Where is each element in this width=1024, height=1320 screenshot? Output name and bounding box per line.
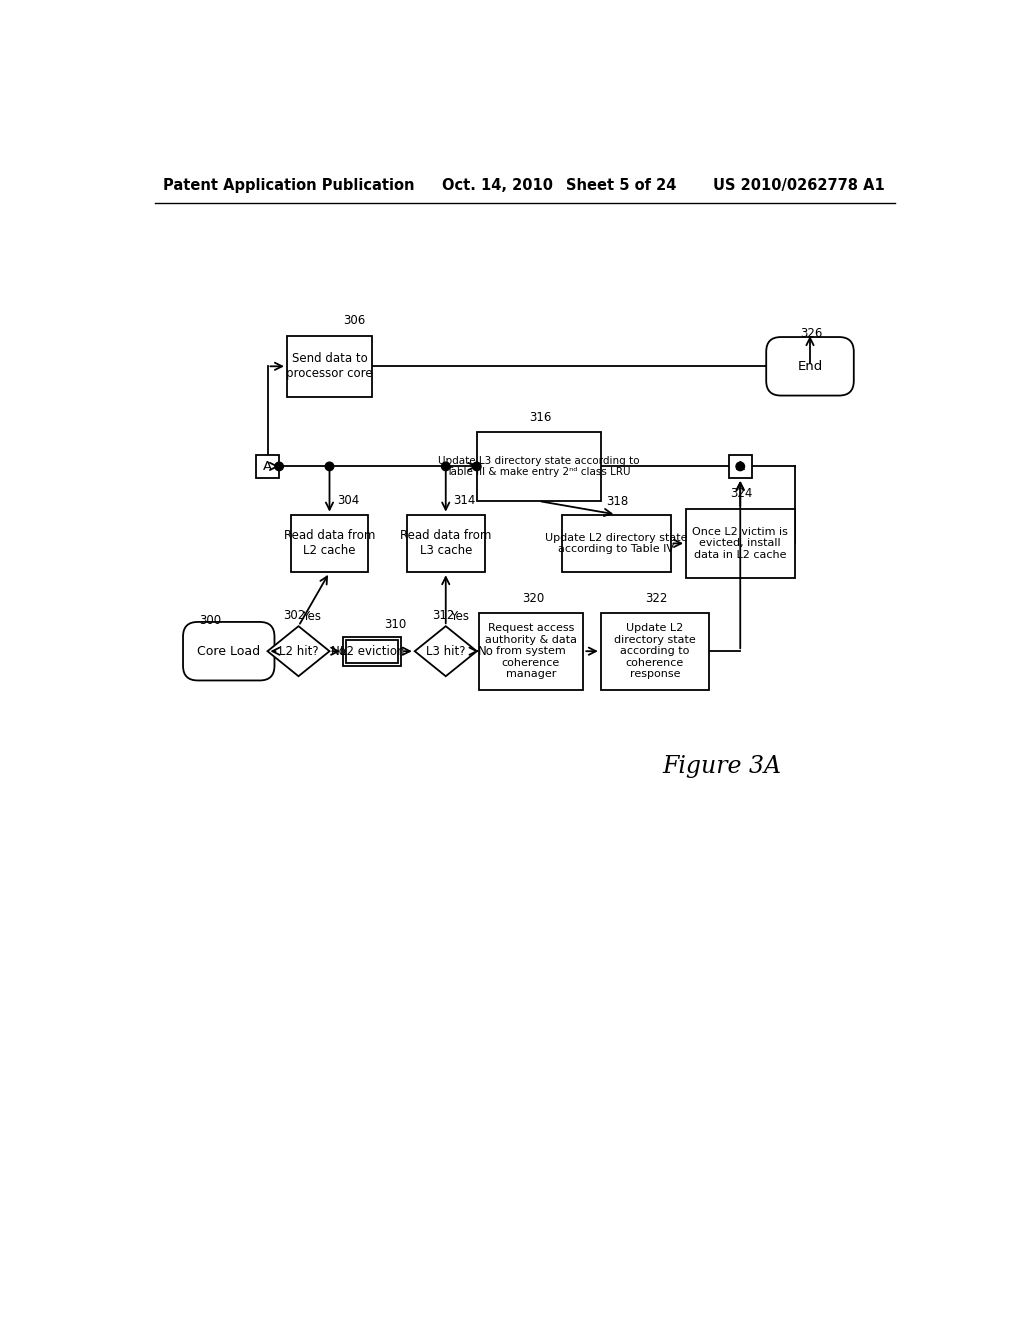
Text: Core Load: Core Load <box>198 644 260 657</box>
FancyBboxPatch shape <box>562 515 671 573</box>
Text: 326: 326 <box>801 327 822 341</box>
Circle shape <box>736 462 744 471</box>
Text: Once L2 victim is
evicted, install
data in L2 cache: Once L2 victim is evicted, install data … <box>692 527 788 560</box>
Text: Read data from
L3 cache: Read data from L3 cache <box>400 529 492 557</box>
Text: 300: 300 <box>200 614 221 627</box>
Circle shape <box>441 462 450 471</box>
Circle shape <box>274 462 284 471</box>
FancyBboxPatch shape <box>478 612 584 689</box>
FancyBboxPatch shape <box>343 636 401 665</box>
Polygon shape <box>267 626 330 676</box>
Text: Update L3 directory state according to
Table III & make entry 2ⁿᵈ class LRU: Update L3 directory state according to T… <box>438 455 640 478</box>
Text: 310: 310 <box>384 618 406 631</box>
Text: Figure 3A: Figure 3A <box>663 755 781 779</box>
Text: Update L2 directory state
according to Table IV: Update L2 directory state according to T… <box>545 532 687 554</box>
Text: 306: 306 <box>343 314 365 326</box>
Text: 318: 318 <box>606 495 629 508</box>
Text: Send data to
processor core: Send data to processor core <box>286 352 373 380</box>
Text: Request access
authority & data
from system
coherence
manager: Request access authority & data from sys… <box>485 623 577 680</box>
FancyBboxPatch shape <box>686 508 795 578</box>
FancyBboxPatch shape <box>407 515 484 573</box>
Text: Yes: Yes <box>450 610 469 623</box>
FancyBboxPatch shape <box>346 640 398 663</box>
Text: 316: 316 <box>529 411 552 424</box>
Polygon shape <box>415 626 477 676</box>
FancyBboxPatch shape <box>601 612 710 689</box>
Text: End: End <box>798 360 822 372</box>
Text: US 2010/0262778 A1: US 2010/0262778 A1 <box>713 178 885 193</box>
FancyBboxPatch shape <box>729 455 752 478</box>
Text: 314: 314 <box>454 494 476 507</box>
FancyBboxPatch shape <box>256 455 280 478</box>
Text: 322: 322 <box>645 593 668 606</box>
Text: L2 eviction: L2 eviction <box>340 644 404 657</box>
Text: L2 hit?: L2 hit? <box>279 644 318 657</box>
Text: Yes: Yes <box>302 610 322 623</box>
Circle shape <box>472 462 481 471</box>
FancyBboxPatch shape <box>287 335 372 397</box>
Text: No: No <box>331 644 347 657</box>
Text: A: A <box>263 459 272 473</box>
Text: No: No <box>478 644 495 657</box>
Text: A: A <box>735 459 744 473</box>
Text: 320: 320 <box>521 593 544 606</box>
Text: L3 hit?: L3 hit? <box>426 644 466 657</box>
Text: 324: 324 <box>730 487 753 500</box>
Text: Read data from
L2 cache: Read data from L2 cache <box>284 529 375 557</box>
Text: Update L2
directory state
according to
coherence
response: Update L2 directory state according to c… <box>614 623 696 680</box>
Circle shape <box>326 462 334 471</box>
Text: 302: 302 <box>283 610 305 622</box>
Text: 304: 304 <box>337 494 359 507</box>
FancyBboxPatch shape <box>291 515 369 573</box>
Text: 312: 312 <box>432 610 455 622</box>
FancyBboxPatch shape <box>477 432 601 502</box>
Text: Sheet 5 of 24: Sheet 5 of 24 <box>566 178 676 193</box>
Text: Oct. 14, 2010: Oct. 14, 2010 <box>442 178 553 193</box>
FancyBboxPatch shape <box>766 337 854 396</box>
Text: Patent Application Publication: Patent Application Publication <box>163 178 415 193</box>
FancyBboxPatch shape <box>183 622 274 681</box>
